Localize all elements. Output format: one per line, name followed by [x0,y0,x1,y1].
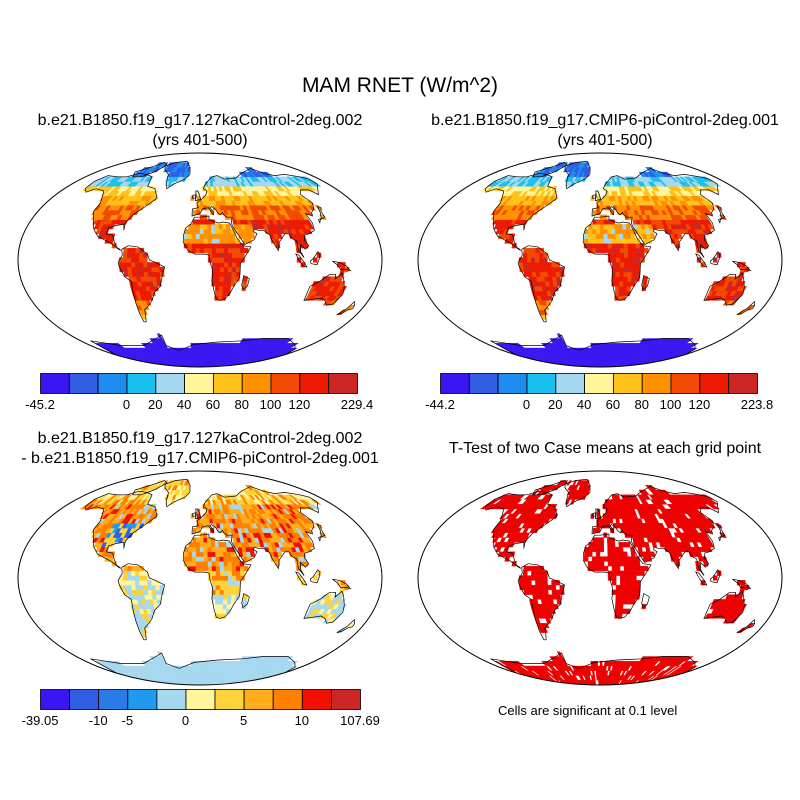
colorbar-tick-label: 10 [294,713,310,728]
map-plot [17,152,383,368]
colorbar-tick-label: 107.69 [340,713,380,728]
colorbar-swatch [497,373,528,394]
land-cells [79,480,356,685]
colorbar-swatch [214,689,245,710]
colorbar-swatch [272,689,303,710]
colorbar-tick-label: -10 [88,713,108,728]
globe-outline [17,470,383,686]
panel3-map [15,468,385,688]
colorbar-swatch [155,373,186,394]
panel3-title-line1: b.e21.B1850.f19_g17.127kaControl-2deg.00… [37,430,363,447]
colorbar-tick-label: 120 [688,397,711,412]
colorbar-swatch [68,373,99,394]
colorbar-1: -45.2 0 20 40 60 80 100 120 229.4 [25,373,373,412]
map-plot [17,470,383,686]
colorbar-tick-label: 100 [259,397,282,412]
colorbar-boxes [40,373,358,394]
map-plot [417,152,783,368]
colorbar-swatch [40,373,70,394]
colorbar-swatch [212,373,243,394]
colorbar-swatch [555,373,586,394]
panel3-title-line2: - b.e21.B1850.f19_g17.CMIP6-piControl-2d… [21,450,379,467]
colorbar-swatch [468,373,499,394]
colorbar-tick-label: 0 [522,397,531,412]
colorbar-tick-label: 60 [605,397,621,412]
colorbar-swatch [243,689,274,710]
colorbar-swatch [301,689,332,710]
globe-outline [417,470,783,686]
colorbar-tick-label: 80 [234,397,249,412]
colorbar-swatch [241,373,272,394]
panel2-title-line2: (yrs 401-500) [557,132,653,149]
colorbar-tick-label: 40 [576,397,592,412]
panel4-title: T-Test of two Case means at each grid po… [405,439,800,459]
panel1-title-line1: b.e21.B1850.f19_g17.127kaControl-2deg.00… [37,112,363,129]
colorbar-tick-label: 0 [181,713,190,728]
globe-outline [17,152,383,368]
colorbar-swatch [440,373,470,394]
colorbar-swatch [328,373,358,394]
globe-outline [417,152,783,368]
colorbar-swatch [156,689,187,710]
land-cells [479,480,756,685]
colorbar-boxes [40,689,361,710]
colorbar-swatch [69,689,100,710]
colorbar-swatch [184,373,214,394]
colorbar-swatch [127,689,158,710]
colorbar-boxes [440,373,758,394]
map-plot [417,470,783,686]
panel2-map [415,150,785,370]
colorbar-tick-label: 223.8 [740,397,774,412]
colorbar-swatch [97,373,128,394]
colorbar-swatch [185,689,216,710]
colorbar-2: -44.2 0 20 40 60 80 100 120 223.8 [425,373,773,412]
colorbar-tick-label: 120 [288,397,311,412]
main-title: MAM RNET (W/m^2) [301,74,499,97]
panel1-title-line2: (yrs 401-500) [152,132,248,149]
colorbar-swatch [270,373,301,394]
colorbar-swatch [299,373,330,394]
colorbar-swatch [670,373,701,394]
colorbar-tick-label: 5 [240,713,248,728]
colorbar-tick-label: -44.2 [425,397,455,412]
colorbar-swatch [126,373,157,394]
panel1-title: b.e21.B1850.f19_g17.127kaControl-2deg.00… [10,111,390,151]
colorbar-tick-label: 60 [205,397,221,412]
colorbar-swatch [641,373,672,394]
colorbar-tick-label: 80 [634,397,649,412]
panel2-title: b.e21.B1850.f19_g17.CMIP6-piControl-2deg… [405,111,800,151]
colorbar-swatch [728,373,758,394]
colorbar-3: -39.05 -10 -5 0 5 10 107.69 [22,689,380,728]
colorbar-tick-label: -39.05 [21,713,59,728]
significance-note: Cells are significant at 0.1 level [498,703,678,718]
colorbar-tick-label: 20 [148,397,163,412]
coastlines [84,478,356,685]
panel4-title-line1: T-Test of two Case means at each grid po… [448,440,762,457]
colorbar-swatch [40,689,71,710]
colorbar-swatch [699,373,730,394]
panel3-title: b.e21.B1850.f19_g17.127kaControl-2deg.00… [0,429,400,469]
panel1-map [15,150,385,370]
panel2-title-line1: b.e21.B1850.f19_g17.CMIP6-piControl-2deg… [431,112,779,129]
panel4-map [415,468,785,688]
colorbar-swatch [612,373,643,394]
land-cells [79,162,356,367]
colorbar-swatch [98,689,129,710]
colorbar-tick-label: -45.2 [25,397,55,412]
colorbar-tick-label: 40 [176,397,192,412]
colorbar-swatch [584,373,614,394]
coastlines [484,478,756,685]
colorbar-tick-label: 0 [122,397,131,412]
colorbar-swatch [526,373,557,394]
colorbar-tick-label: 20 [548,397,563,412]
colorbar-tick-label: 100 [659,397,682,412]
colorbar-tick-label: -5 [121,713,134,728]
land-cells [479,162,756,367]
colorbar-tick-label: 229.4 [340,397,374,412]
colorbar-swatch [330,689,361,710]
